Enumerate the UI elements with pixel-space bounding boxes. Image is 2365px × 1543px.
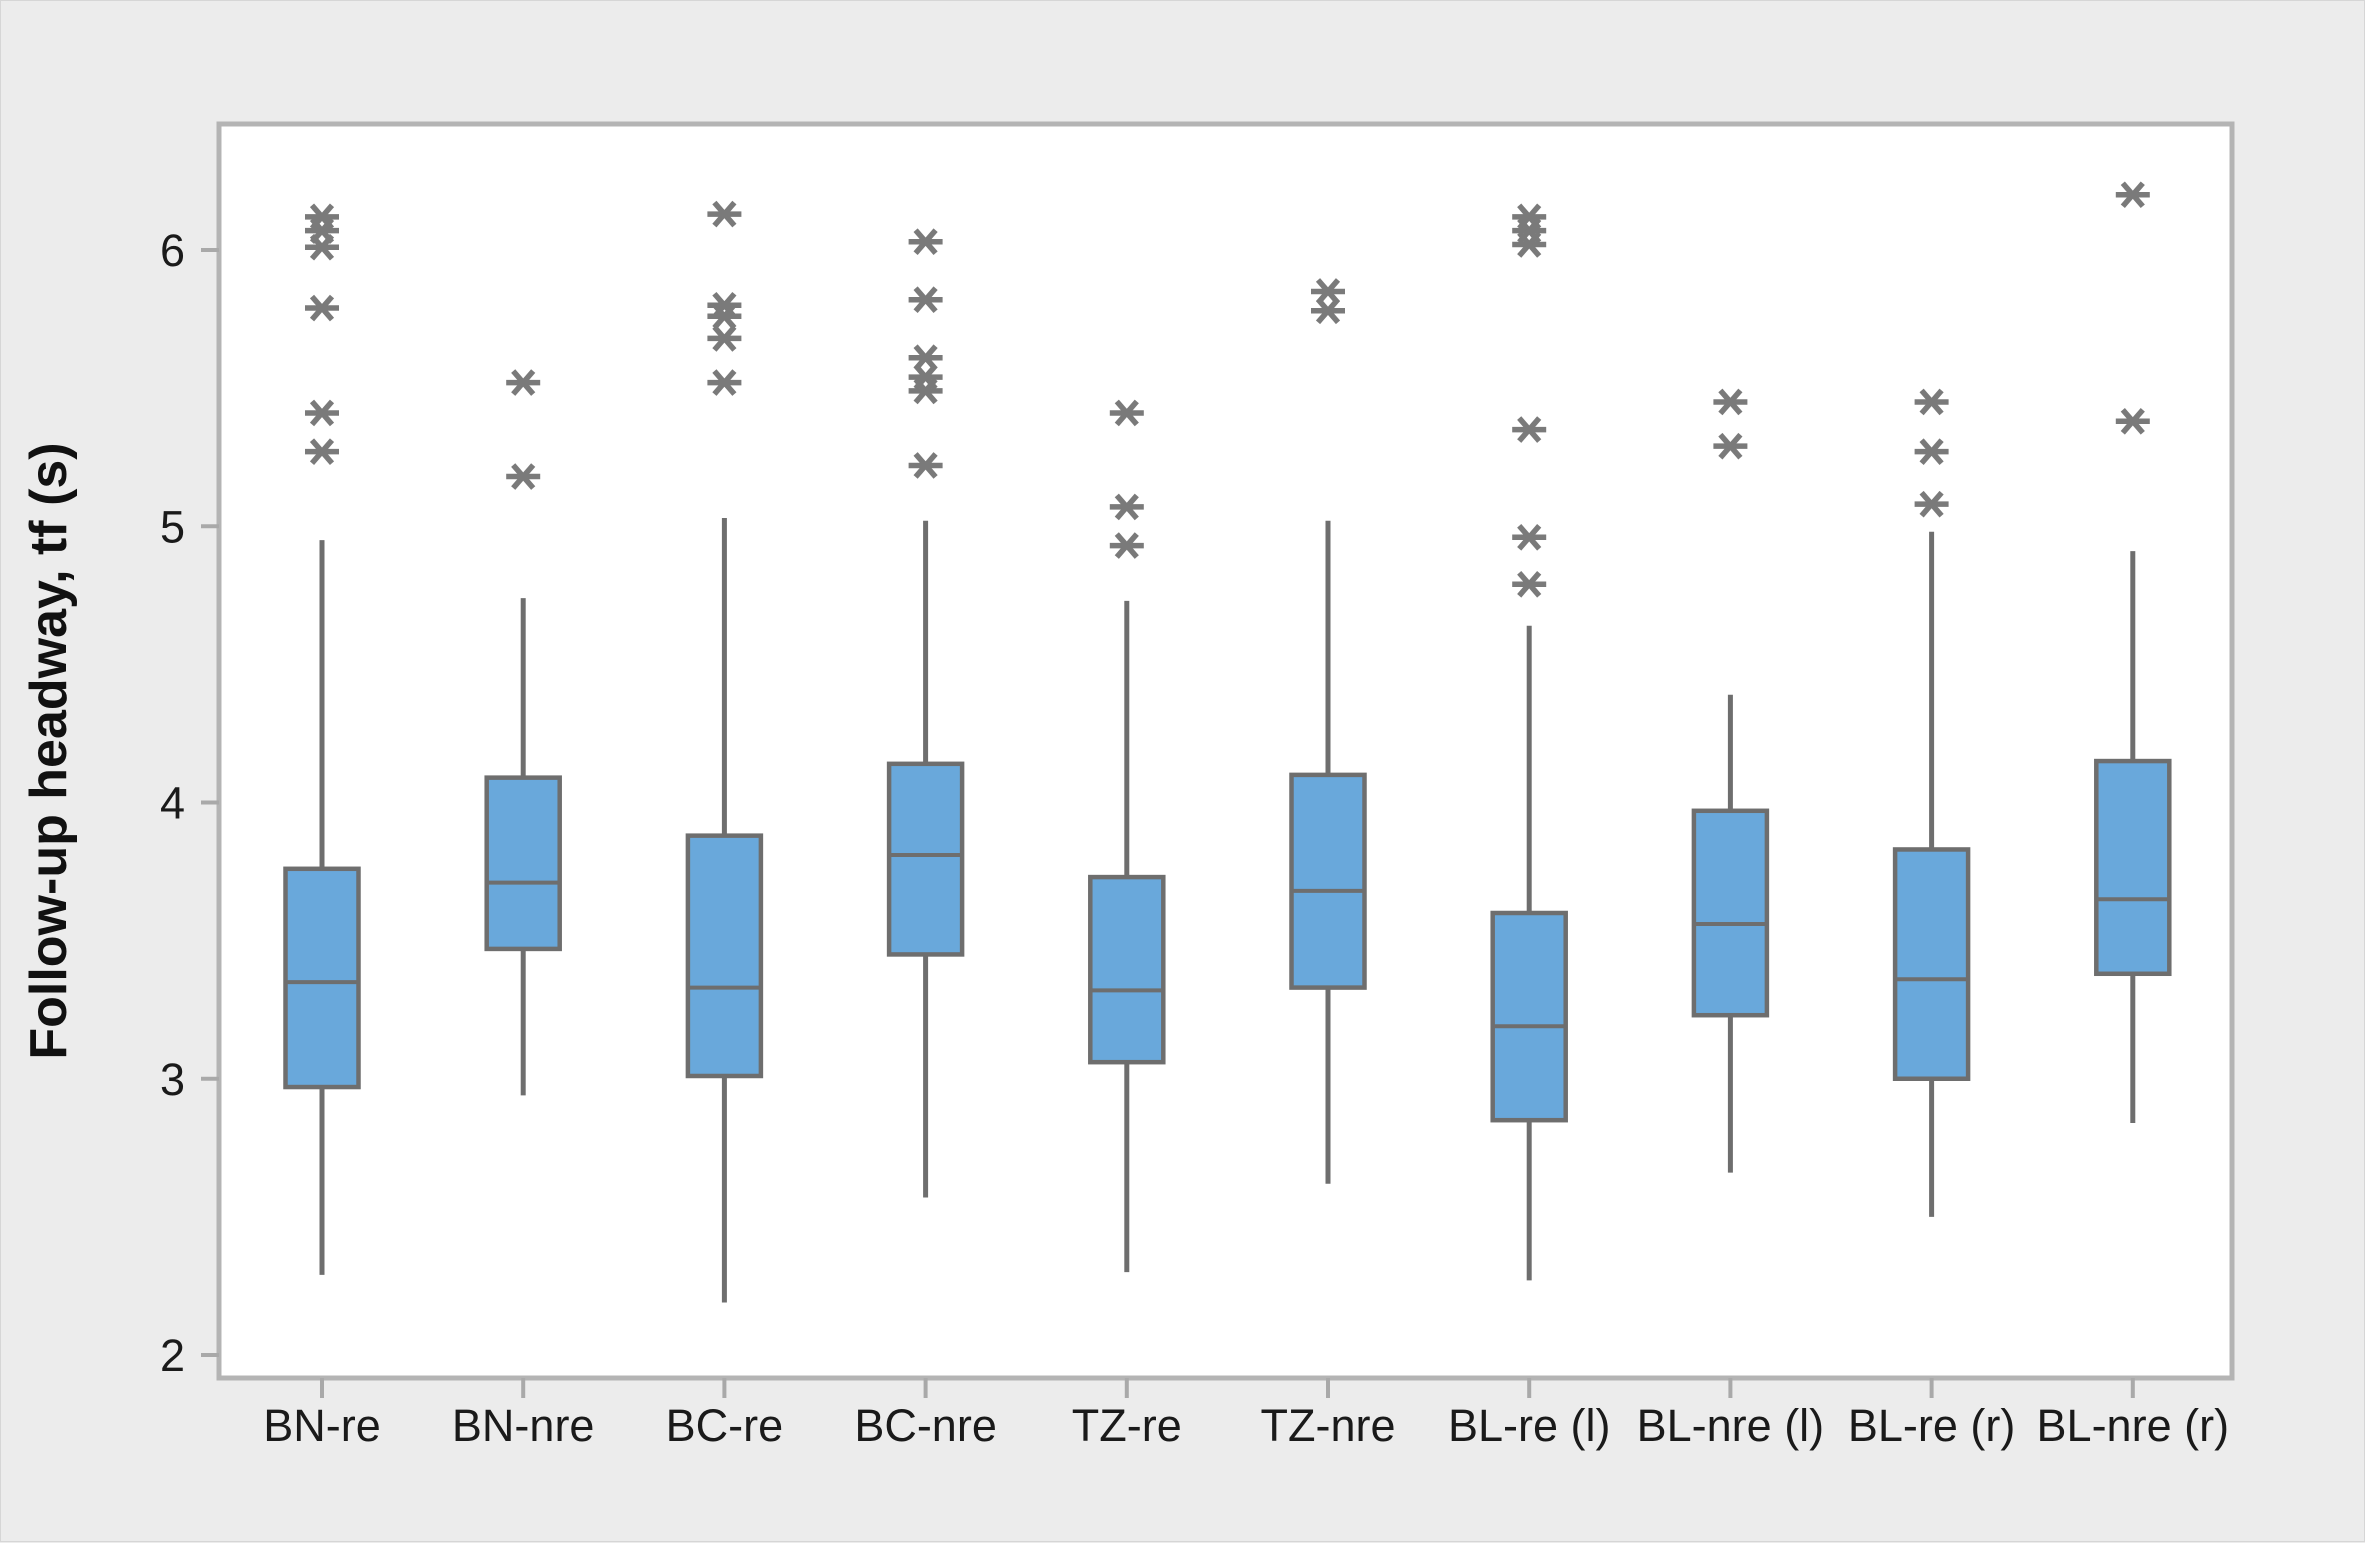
x-tick-label: BC-nre (854, 1400, 997, 1451)
plot-area (216, 121, 2235, 1381)
x-tick-label: BN-re (263, 1400, 381, 1451)
outlier-asterisk-icon (1311, 297, 1345, 325)
box-group-BC-nre (886, 228, 965, 1198)
iqr-box (2094, 758, 2172, 977)
y-tick-label: 2 (160, 1330, 185, 1381)
outlier-asterisk-icon (908, 228, 943, 256)
x-axis: BN-re BN-nre BC-re BC-nre TZ-re TZ-nre BL-re (… (263, 1378, 2229, 1451)
y-tick-label: 4 (160, 778, 185, 829)
outlier-asterisk-icon (2115, 407, 2150, 435)
outlier-asterisk-icon (1713, 388, 1748, 416)
outlier-asterisk-icon (305, 438, 339, 465)
outlier-asterisk-icon (707, 325, 742, 352)
iqr-box (484, 775, 562, 952)
x-tick-label: BC-re (666, 1400, 784, 1451)
x-tick-label: TZ-re (1072, 1400, 1182, 1451)
x-tick-label: BL-re (l) (1448, 1400, 1611, 1451)
y-tick-label: 5 (160, 501, 185, 552)
outlier-asterisk-icon (1914, 438, 1949, 465)
outlier-asterisk-icon (506, 369, 541, 396)
y-tick-label: 6 (160, 225, 185, 276)
outlier-asterisk-icon (1914, 388, 1949, 416)
outlier-asterisk-icon (1713, 432, 1748, 460)
outlier-asterisk-icon (1109, 493, 1144, 521)
box-group-TZ-re (1088, 399, 1166, 1273)
outlier-asterisk-icon (1914, 490, 1949, 518)
box-group-BN-re (283, 203, 361, 1275)
x-tick-label: BL-nre (l) (1637, 1400, 1825, 1451)
iqr-box (1289, 772, 1367, 990)
iqr-box (1892, 847, 1971, 1082)
y-axis: 2 3 4 5 6 (160, 225, 219, 1381)
outlier-asterisk-icon (305, 294, 339, 322)
box-group-BL-nre (r) (2094, 181, 2172, 1123)
iqr-box (886, 761, 965, 957)
outlier-asterisk-icon (506, 463, 541, 490)
iqr-box (1490, 910, 1568, 1123)
x-tick-label: BL-nre (r) (2037, 1400, 2230, 1451)
x-tick-label: BN-nre (452, 1400, 595, 1451)
outlier-asterisk-icon (707, 302, 742, 330)
box-group-BC-re (685, 200, 764, 1303)
outlier-asterisk-icon (1109, 399, 1144, 427)
outlier-asterisk-icon (2115, 181, 2150, 209)
box-group-BL-re (l) (1490, 203, 1568, 1281)
box-group-BL-re (r) (1892, 388, 1971, 1217)
outlier-asterisk-icon (908, 286, 943, 314)
box-group-BL-nre (l) (1691, 388, 1770, 1173)
box-group-BN-nre (484, 369, 562, 1096)
outlier-asterisk-icon (707, 200, 742, 228)
outlier-asterisk-icon (707, 369, 742, 396)
iqr-box (685, 833, 764, 1079)
outlier-asterisk-icon (1512, 570, 1547, 598)
outlier-asterisk-icon (908, 452, 943, 479)
x-tick-label: TZ-nre (1261, 1400, 1396, 1451)
outlier-asterisk-icon (1512, 231, 1547, 258)
outlier-asterisk-icon (707, 291, 742, 319)
outlier-asterisk-icon (908, 377, 943, 405)
outlier-asterisk-icon (1109, 532, 1144, 559)
box-group-TZ-nre (1289, 278, 1367, 1184)
outlier-asterisk-icon (1512, 523, 1547, 551)
iqr-box (283, 866, 361, 1090)
y-tick-label: 3 (160, 1054, 185, 1105)
outlier-asterisk-icon (1512, 416, 1547, 443)
outlier-asterisk-icon (305, 233, 339, 261)
x-tick-label: BL-re (r) (1848, 1400, 2016, 1451)
iqr-box (1088, 874, 1166, 1065)
y-axis-title: Follow-up headway, tf (s) (20, 442, 78, 1060)
iqr-box (1691, 808, 1770, 1018)
outlier-asterisk-icon (305, 399, 339, 427)
